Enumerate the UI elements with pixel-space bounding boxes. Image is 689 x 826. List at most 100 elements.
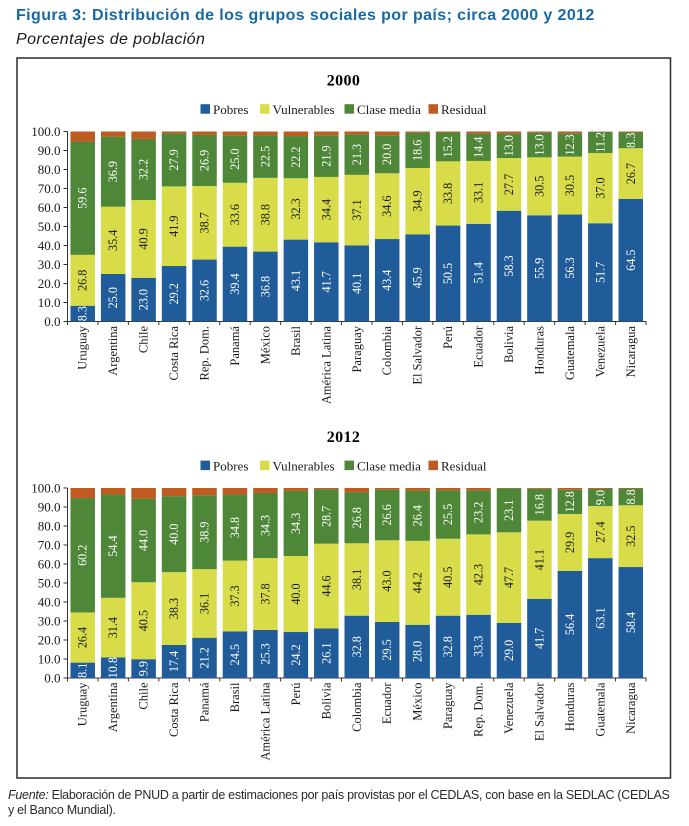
svg-text:23.2: 23.2 xyxy=(472,502,486,523)
svg-text:Honduras: Honduras xyxy=(532,326,546,375)
svg-text:21.2: 21.2 xyxy=(198,647,212,668)
svg-text:45.9: 45.9 xyxy=(411,267,425,288)
svg-text:0.0: 0.0 xyxy=(44,671,60,686)
svg-text:51.7: 51.7 xyxy=(593,262,607,283)
svg-text:Brasil: Brasil xyxy=(228,682,242,712)
svg-text:América Latina: América Latina xyxy=(319,326,333,405)
svg-text:26.8: 26.8 xyxy=(350,507,364,528)
svg-text:32.6: 32.6 xyxy=(198,280,212,301)
svg-text:11.2: 11.2 xyxy=(593,132,607,153)
svg-text:27.7: 27.7 xyxy=(502,174,516,195)
svg-text:80.0: 80.0 xyxy=(38,519,61,534)
svg-text:34.9: 34.9 xyxy=(411,190,425,211)
svg-text:Pobres: Pobres xyxy=(213,458,248,473)
svg-text:Uruguay: Uruguay xyxy=(76,325,90,369)
svg-text:36.1: 36.1 xyxy=(198,593,212,614)
svg-text:Rep. Dom.: Rep. Dom. xyxy=(198,326,212,381)
svg-text:32.3: 32.3 xyxy=(289,198,303,219)
svg-text:Nicaragua: Nicaragua xyxy=(624,682,638,734)
svg-text:Argentina: Argentina xyxy=(106,682,120,732)
svg-text:Argentina: Argentina xyxy=(106,326,120,376)
svg-text:América Latina: América Latina xyxy=(258,682,272,761)
svg-text:36.9: 36.9 xyxy=(106,161,120,182)
svg-text:64.5: 64.5 xyxy=(624,250,638,271)
svg-text:8.1: 8.1 xyxy=(76,663,90,678)
svg-text:13.0: 13.0 xyxy=(502,135,516,156)
svg-text:20.0: 20.0 xyxy=(38,276,61,291)
svg-text:50.0: 50.0 xyxy=(38,219,61,234)
svg-text:Costa Rica: Costa Rica xyxy=(167,682,181,737)
svg-text:47.7: 47.7 xyxy=(502,567,516,588)
svg-text:2012: 2012 xyxy=(327,429,361,446)
svg-text:32.5: 32.5 xyxy=(624,525,638,546)
svg-text:50.0: 50.0 xyxy=(38,576,61,591)
svg-text:32.8: 32.8 xyxy=(350,636,364,657)
svg-text:41.1: 41.1 xyxy=(532,549,546,570)
svg-text:41.9: 41.9 xyxy=(167,216,181,237)
svg-text:58.3: 58.3 xyxy=(502,255,516,276)
svg-text:Pobres: Pobres xyxy=(213,102,248,117)
svg-text:12.8: 12.8 xyxy=(563,491,577,512)
svg-text:10.0: 10.0 xyxy=(38,295,61,310)
svg-text:34.6: 34.6 xyxy=(380,196,394,217)
svg-text:9.0: 9.0 xyxy=(593,490,607,505)
svg-text:Brasil: Brasil xyxy=(289,325,303,355)
svg-text:38.7: 38.7 xyxy=(198,212,212,233)
svg-text:25.0: 25.0 xyxy=(106,287,120,308)
svg-text:43.0: 43.0 xyxy=(380,570,394,591)
svg-text:32.2: 32.2 xyxy=(137,159,151,180)
svg-text:31.4: 31.4 xyxy=(106,617,120,638)
svg-text:40.0: 40.0 xyxy=(38,238,61,253)
svg-text:33.8: 33.8 xyxy=(441,183,455,204)
svg-text:22.2: 22.2 xyxy=(289,146,303,167)
svg-text:20.0: 20.0 xyxy=(380,144,394,165)
svg-text:34.8: 34.8 xyxy=(228,517,242,538)
svg-text:38.9: 38.9 xyxy=(198,522,212,543)
svg-text:90.0: 90.0 xyxy=(38,500,61,515)
svg-text:26.8: 26.8 xyxy=(76,270,90,291)
svg-text:Paraguay: Paraguay xyxy=(441,682,455,729)
svg-text:40.5: 40.5 xyxy=(441,567,455,588)
svg-text:14.4: 14.4 xyxy=(472,137,486,158)
svg-text:Chile: Chile xyxy=(137,682,151,710)
svg-text:26.4: 26.4 xyxy=(76,627,90,648)
svg-text:13.0: 13.0 xyxy=(532,134,546,155)
svg-text:Clase media: Clase media xyxy=(357,102,421,117)
svg-text:28.0: 28.0 xyxy=(411,641,425,662)
svg-text:22.5: 22.5 xyxy=(258,146,272,167)
svg-text:42.3: 42.3 xyxy=(472,564,486,585)
svg-text:30.5: 30.5 xyxy=(532,176,546,197)
svg-text:100.0: 100.0 xyxy=(31,481,60,496)
svg-text:32.8: 32.8 xyxy=(441,636,455,657)
svg-text:29.0: 29.0 xyxy=(502,640,516,661)
svg-text:Rep. Dom.: Rep. Dom. xyxy=(472,683,486,738)
svg-text:29.2: 29.2 xyxy=(167,283,181,304)
svg-text:8.3: 8.3 xyxy=(76,306,90,321)
svg-text:36.8: 36.8 xyxy=(258,276,272,297)
svg-text:40.0: 40.0 xyxy=(38,595,61,610)
svg-text:34.4: 34.4 xyxy=(319,199,333,220)
svg-text:24.5: 24.5 xyxy=(228,644,242,665)
svg-text:24.2: 24.2 xyxy=(289,644,303,665)
svg-text:100.0: 100.0 xyxy=(31,124,60,139)
svg-text:26.4: 26.4 xyxy=(411,505,425,526)
svg-text:59.6: 59.6 xyxy=(76,188,90,209)
svg-text:10.8: 10.8 xyxy=(106,657,120,678)
svg-text:8.8: 8.8 xyxy=(624,489,638,504)
svg-text:30.5: 30.5 xyxy=(563,175,577,196)
svg-text:Panamá: Panamá xyxy=(198,682,212,722)
svg-text:Guatemala: Guatemala xyxy=(563,326,577,381)
svg-text:16.8: 16.8 xyxy=(532,494,546,515)
svg-text:56.4: 56.4 xyxy=(563,614,577,635)
svg-text:26.6: 26.6 xyxy=(380,504,394,525)
svg-text:Venezuela: Venezuela xyxy=(593,326,607,378)
svg-text:El Salvador: El Salvador xyxy=(411,325,425,385)
svg-text:0.0: 0.0 xyxy=(44,314,60,329)
svg-text:33.1: 33.1 xyxy=(472,182,486,203)
svg-text:55.9: 55.9 xyxy=(532,258,546,279)
svg-text:25.5: 25.5 xyxy=(441,504,455,525)
svg-text:Colombia: Colombia xyxy=(380,326,394,376)
svg-text:Bolivia: Bolivia xyxy=(502,326,516,363)
svg-text:60.0: 60.0 xyxy=(38,200,61,215)
svg-text:30.0: 30.0 xyxy=(38,614,61,629)
